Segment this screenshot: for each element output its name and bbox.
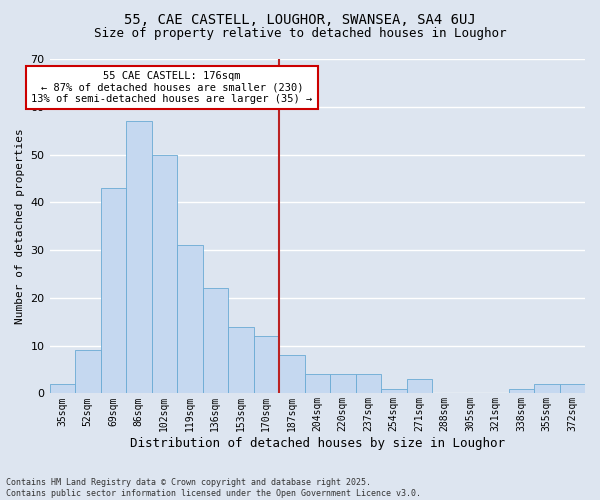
Bar bbox=[228, 326, 254, 394]
Text: 55 CAE CASTELL: 176sqm
← 87% of detached houses are smaller (230)
13% of semi-de: 55 CAE CASTELL: 176sqm ← 87% of detached… bbox=[31, 71, 313, 104]
Y-axis label: Number of detached properties: Number of detached properties bbox=[15, 128, 25, 324]
Bar bbox=[254, 336, 279, 394]
Bar bbox=[330, 374, 356, 394]
Bar bbox=[534, 384, 560, 394]
Bar bbox=[305, 374, 330, 394]
Bar bbox=[101, 188, 126, 394]
Bar bbox=[560, 384, 585, 394]
Bar bbox=[152, 154, 177, 394]
Text: Contains HM Land Registry data © Crown copyright and database right 2025.
Contai: Contains HM Land Registry data © Crown c… bbox=[6, 478, 421, 498]
Bar bbox=[50, 384, 75, 394]
Text: 55, CAE CASTELL, LOUGHOR, SWANSEA, SA4 6UJ: 55, CAE CASTELL, LOUGHOR, SWANSEA, SA4 6… bbox=[124, 12, 476, 26]
Bar bbox=[381, 388, 407, 394]
Bar bbox=[75, 350, 101, 394]
Bar bbox=[356, 374, 381, 394]
Text: Size of property relative to detached houses in Loughor: Size of property relative to detached ho… bbox=[94, 28, 506, 40]
Bar bbox=[279, 355, 305, 394]
Bar bbox=[126, 121, 152, 394]
Bar bbox=[407, 379, 432, 394]
X-axis label: Distribution of detached houses by size in Loughor: Distribution of detached houses by size … bbox=[130, 437, 505, 450]
Bar bbox=[177, 246, 203, 394]
Bar bbox=[509, 388, 534, 394]
Bar bbox=[203, 288, 228, 394]
